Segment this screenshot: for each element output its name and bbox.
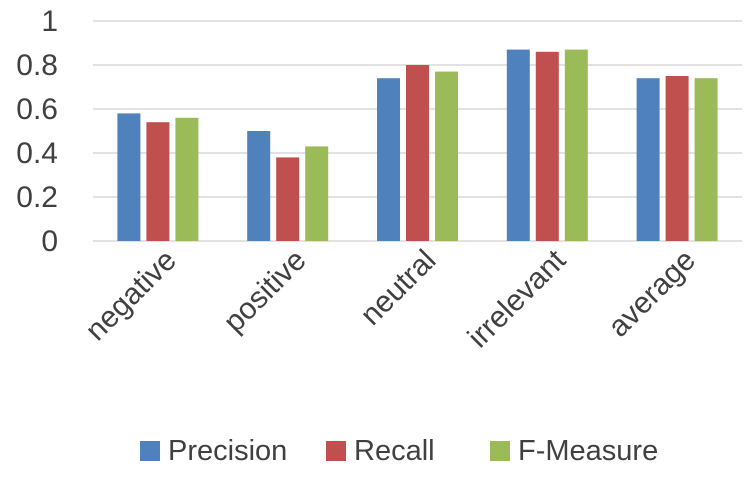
bar-recall-negative: [146, 122, 170, 241]
y-axis-ticks: 0 0.2 0.4 0.6 0.8 1: [16, 5, 58, 258]
y-tick-label: 0.4: [16, 137, 58, 170]
bar-precision-average: [636, 78, 660, 241]
bar-precision-neutral: [377, 78, 400, 241]
bar-f-measure-irrelevant: [564, 49, 588, 241]
legend: Precision Recall F-Measure: [140, 435, 658, 467]
bar-precision-positive: [247, 131, 271, 241]
x-axis-labels: negative positive neutral irrelevant average: [79, 243, 702, 354]
bar-precision-irrelevant: [506, 49, 530, 241]
y-tick-label: 0: [41, 225, 58, 258]
bar-f-measure-positive: [305, 146, 329, 241]
x-category-label: positive: [217, 244, 312, 339]
y-tick-label: 1: [41, 5, 58, 38]
legend-label: Recall: [354, 435, 435, 467]
legend-label: Precision: [168, 435, 287, 467]
legend-swatch: [490, 441, 510, 461]
bar-f-measure-average: [694, 78, 718, 241]
legend-label: F-Measure: [518, 435, 658, 467]
y-tick-label: 0.8: [16, 49, 58, 82]
bar-recall-positive: [276, 157, 300, 241]
bar-recall-average: [665, 76, 689, 241]
x-category-label: average: [602, 244, 702, 344]
x-category-label: irrelevant: [462, 243, 573, 354]
bars: [117, 49, 718, 241]
x-category-label: neutral: [354, 244, 442, 332]
y-tick-label: 0.6: [16, 93, 58, 126]
bar-f-measure-neutral: [435, 71, 458, 241]
bar-precision-negative: [117, 113, 141, 241]
legend-swatch: [326, 441, 346, 461]
y-tick-label: 0.2: [16, 181, 58, 214]
bar-recall-irrelevant: [535, 51, 559, 241]
legend-swatch: [140, 441, 160, 461]
x-category-label: negative: [79, 244, 183, 348]
bar-recall-neutral: [406, 65, 429, 241]
bar-f-measure-negative: [175, 117, 199, 241]
